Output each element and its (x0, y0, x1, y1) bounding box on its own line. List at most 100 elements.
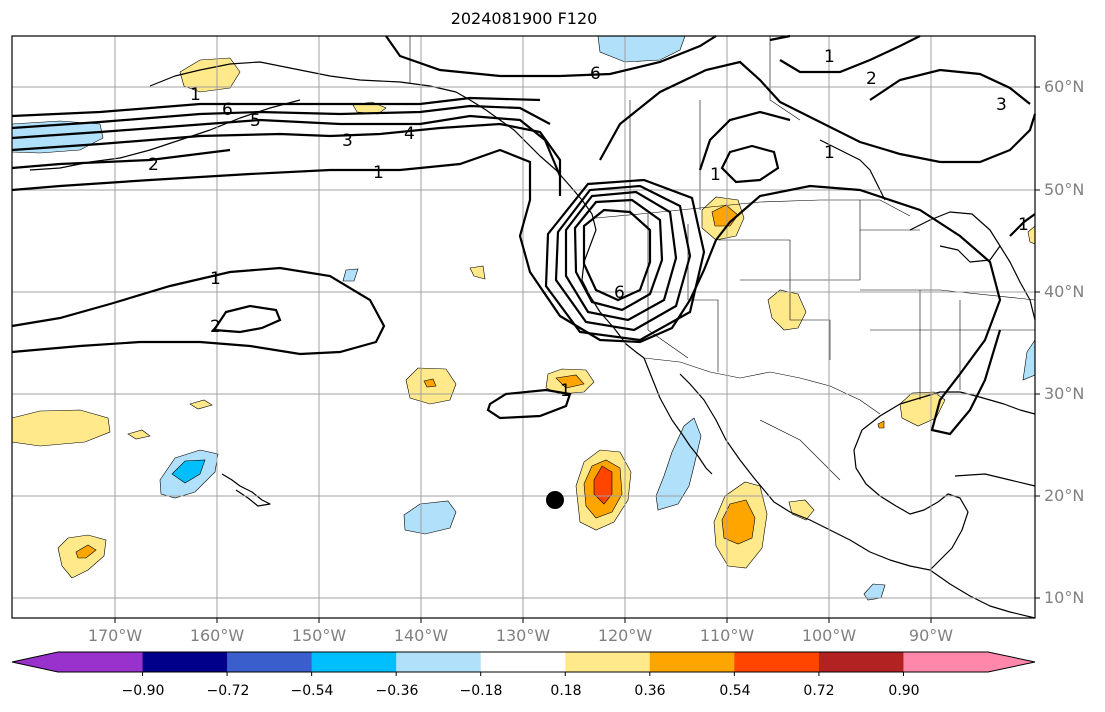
contour-label: 1 (824, 143, 835, 163)
contour-label: 5 (250, 111, 261, 131)
contour-label: 6 (614, 283, 625, 303)
contour-label: 1 (210, 269, 221, 289)
border-canada-1 (769, 36, 801, 121)
shade-pos-small2 (469, 265, 486, 280)
contour-canada-1 (720, 144, 780, 184)
colorbar-outline (11, 651, 1036, 673)
colorbar-tick-label: −0.36 (375, 683, 419, 699)
map-title: 2024081900 F120 (450, 9, 598, 28)
lon-label: 100°W (801, 626, 857, 645)
colorbar-segment (903, 652, 989, 672)
lat-label: 30°N (1044, 384, 1085, 403)
lat-label: 40°N (1044, 282, 1085, 301)
colorbar-segment (396, 652, 482, 672)
colorbar-tick-label: −0.18 (459, 683, 503, 699)
shade-pos-tx-small (877, 420, 885, 429)
colorbar-tick-label: 0.90 (888, 683, 920, 699)
shade-neg-small1 (342, 268, 359, 282)
colorbar-tick-label: −0.90 (121, 683, 165, 699)
colorbar-tick-label: −0.54 (290, 683, 334, 699)
borders (409, 36, 1036, 481)
coast-gulf (853, 391, 1036, 571)
lat-label: 10°N (1044, 588, 1085, 607)
contour-label: 6 (590, 64, 601, 84)
lon-label: 160°W (189, 626, 245, 645)
colorbar-tick-label: −0.72 (206, 683, 250, 699)
contour-1-east-pac (486, 388, 572, 420)
colorbar-segment (58, 652, 144, 672)
contour-low-5 (573, 198, 664, 312)
contour-label: 1 (824, 47, 835, 67)
border-mexico-1 (759, 419, 841, 481)
coast-greatlakes (909, 211, 1001, 263)
lat-label: 20°N (1044, 486, 1085, 505)
lon-label: 150°W (291, 626, 347, 645)
coast-cam (929, 569, 1036, 619)
contour-label: 2 (210, 317, 221, 337)
coast-hawaii (221, 473, 271, 507)
lon-label: 130°W (495, 626, 551, 645)
shade-pos-east-pac1-core (423, 378, 437, 388)
contour-idaho-1 (698, 110, 791, 171)
contour-canada-2 (869, 68, 1031, 105)
lon-label: 170°W (87, 626, 143, 645)
shade-neg-hawaii-core (171, 459, 206, 484)
border-us-mexico (643, 357, 881, 415)
contour-low-3 (554, 184, 692, 332)
contour-6-north-pac (11, 96, 541, 118)
contour-low-inner-6 (582, 208, 652, 302)
colorbar-tick-label: 0.18 (550, 683, 582, 699)
contour-label: 1 (1018, 215, 1029, 235)
contour-label: 2 (148, 155, 159, 175)
shade-neg-gulf-calif (655, 417, 702, 511)
contour-label: 4 (404, 124, 415, 144)
shade-pos-west (11, 409, 111, 447)
colorbar-segment (142, 652, 228, 672)
coast-baja-east (679, 373, 931, 571)
contour-lines (11, 34, 1037, 436)
contour-label: 1 (190, 85, 201, 105)
coast-cuba (954, 473, 1036, 487)
contour-4-north-pac (11, 114, 562, 177)
shade-pos-tc1-r (593, 465, 613, 505)
shade-pos-small4 (127, 429, 151, 440)
coast-alaska (149, 61, 593, 215)
shade-neg-cam (863, 583, 886, 601)
shade-pos-small3 (189, 399, 213, 410)
lon-label: 110°W (699, 626, 755, 645)
border-states-6 (860, 289, 1036, 301)
colorbar-segment (565, 652, 651, 672)
border-states-3 (718, 239, 831, 360)
colorbar-over-extend (988, 652, 1035, 672)
shade-pos-tc2-o (721, 499, 756, 545)
contour-canada-west (599, 60, 1037, 164)
contour-5-north-pac (11, 104, 551, 130)
contour-label: 1 (373, 163, 384, 183)
contour-6-north (385, 35, 717, 78)
contour-low-4 (564, 190, 678, 322)
shade-pos-baja-off-core (555, 374, 585, 389)
contour-subtropical-high-2 (212, 304, 282, 334)
contour-label: 3 (342, 131, 353, 151)
contour-canada-1-north (769, 34, 921, 74)
shade-pos-sw-core (75, 544, 97, 559)
border-states-4 (740, 200, 861, 281)
contour-1-north-pac (11, 148, 1002, 436)
lon-label: 140°W (393, 626, 449, 645)
lat-label: 60°N (1044, 77, 1085, 96)
colorbar (11, 651, 1036, 676)
contour-2-north-pac (11, 148, 231, 170)
colorbar-segment (227, 652, 313, 672)
colorbar-segment (734, 652, 820, 672)
border-us-canada (595, 199, 911, 219)
colorbar-segment (649, 652, 735, 672)
storm-center-marker (546, 491, 564, 509)
colorbar-tick-label: 0.36 (634, 683, 666, 699)
coast-baja (643, 357, 713, 475)
axis-ticks (114, 86, 1040, 623)
contour-label: 2 (866, 69, 877, 89)
contour-low-2 (544, 178, 706, 342)
contour-label: 3 (996, 95, 1007, 115)
lon-label: 120°W (597, 626, 653, 645)
